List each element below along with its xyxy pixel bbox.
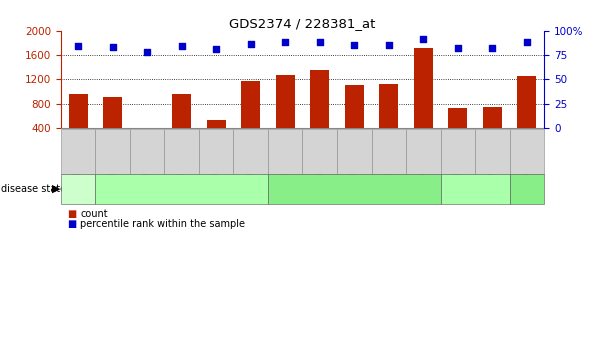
Bar [379, 83, 398, 152]
Point [142, 50, 152, 55]
Bar [207, 120, 226, 152]
Bar [310, 70, 330, 152]
Text: GIP-de
pendent
adeno
ma: GIP-de pendent adeno ma [513, 175, 541, 203]
Point [246, 41, 255, 46]
Point [350, 42, 359, 47]
Text: percentile rank within the sample: percentile rank within the sample [80, 219, 245, 229]
Bar [103, 97, 122, 152]
Text: GSM86166: GSM86166 [143, 131, 151, 175]
Text: GIP-dependent Cushing's syndrome: GIP-dependent Cushing's syndrome [119, 186, 244, 192]
Point [453, 46, 463, 51]
Text: count: count [80, 209, 108, 219]
Point [108, 45, 117, 50]
Text: GSM86168: GSM86168 [212, 131, 221, 175]
Text: GSM93157: GSM93157 [522, 131, 531, 175]
Text: disease state: disease state [1, 184, 66, 194]
Point [522, 39, 532, 45]
Text: GSM93155: GSM93155 [454, 131, 462, 175]
Text: ACTH-dependent Cushing's
syndrome: ACTH-dependent Cushing's syndrome [307, 183, 402, 195]
Text: ■: ■ [67, 219, 76, 229]
Point [315, 39, 325, 45]
Text: GSM88074: GSM88074 [315, 131, 324, 175]
Text: GSM93154: GSM93154 [419, 131, 428, 175]
Text: GIP-dependent
nodule: GIP-dependent nodule [449, 183, 501, 195]
Text: GSM86165: GSM86165 [108, 131, 117, 175]
Text: GSM86167: GSM86167 [177, 131, 186, 175]
Title: GDS2374 / 228381_at: GDS2374 / 228381_at [229, 17, 376, 30]
Text: GSM93156: GSM93156 [488, 131, 497, 175]
Bar [172, 95, 191, 152]
Point [488, 46, 497, 51]
Bar [414, 48, 433, 152]
Bar [345, 86, 364, 152]
Text: GSM86434: GSM86434 [281, 131, 290, 175]
Text: ■: ■ [67, 209, 76, 219]
Text: GSM93153: GSM93153 [384, 131, 393, 175]
Point [177, 43, 187, 48]
Point [384, 42, 393, 47]
Bar [483, 107, 502, 152]
Bar [275, 75, 295, 152]
Bar [517, 76, 536, 152]
Text: GSM86169: GSM86169 [246, 131, 255, 175]
Bar [69, 95, 88, 152]
Bar [448, 108, 468, 152]
Text: ▶: ▶ [52, 184, 60, 194]
Text: control: control [66, 186, 90, 192]
Point [212, 47, 221, 52]
Point [280, 39, 290, 45]
Point [418, 36, 428, 41]
Text: GSM85117: GSM85117 [74, 131, 83, 175]
Text: GSM93152: GSM93152 [350, 131, 359, 175]
Bar [241, 81, 260, 152]
Bar [137, 133, 157, 152]
Point [73, 43, 83, 48]
